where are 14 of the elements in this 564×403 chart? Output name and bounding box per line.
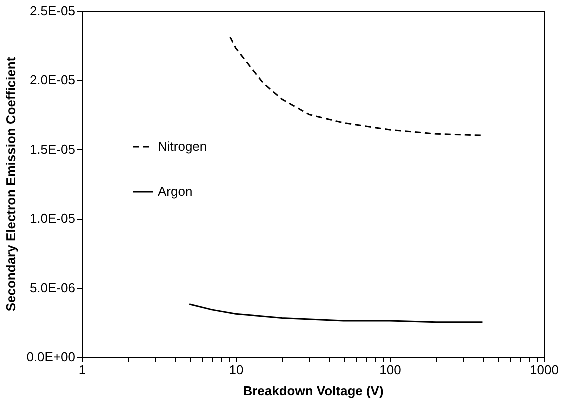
y-tick-label: 0.0E+00	[26, 350, 76, 364]
y-tick-label: 2.0E-05	[30, 72, 76, 88]
x-tick-label: 10	[229, 362, 244, 378]
x-tick-label: 1	[78, 362, 86, 378]
y-tick-label: 1.5E-05	[30, 142, 76, 157]
legend-label: Argon	[158, 184, 193, 199]
y-tick-label: 1.0E-05	[30, 211, 76, 226]
y-tick-label: 2.5E-05	[30, 4, 76, 18]
y-axis-title: Secondary Electron Emission Coefficient	[4, 56, 19, 312]
y-tick-label: 5.0E-06	[30, 280, 76, 296]
x-tick-label: 1000	[530, 362, 559, 378]
x-tick-label: 100	[380, 362, 402, 378]
legend-label: Nitrogen	[158, 139, 208, 154]
x-axis-title: Breakdown Voltage (V)	[243, 384, 384, 398]
